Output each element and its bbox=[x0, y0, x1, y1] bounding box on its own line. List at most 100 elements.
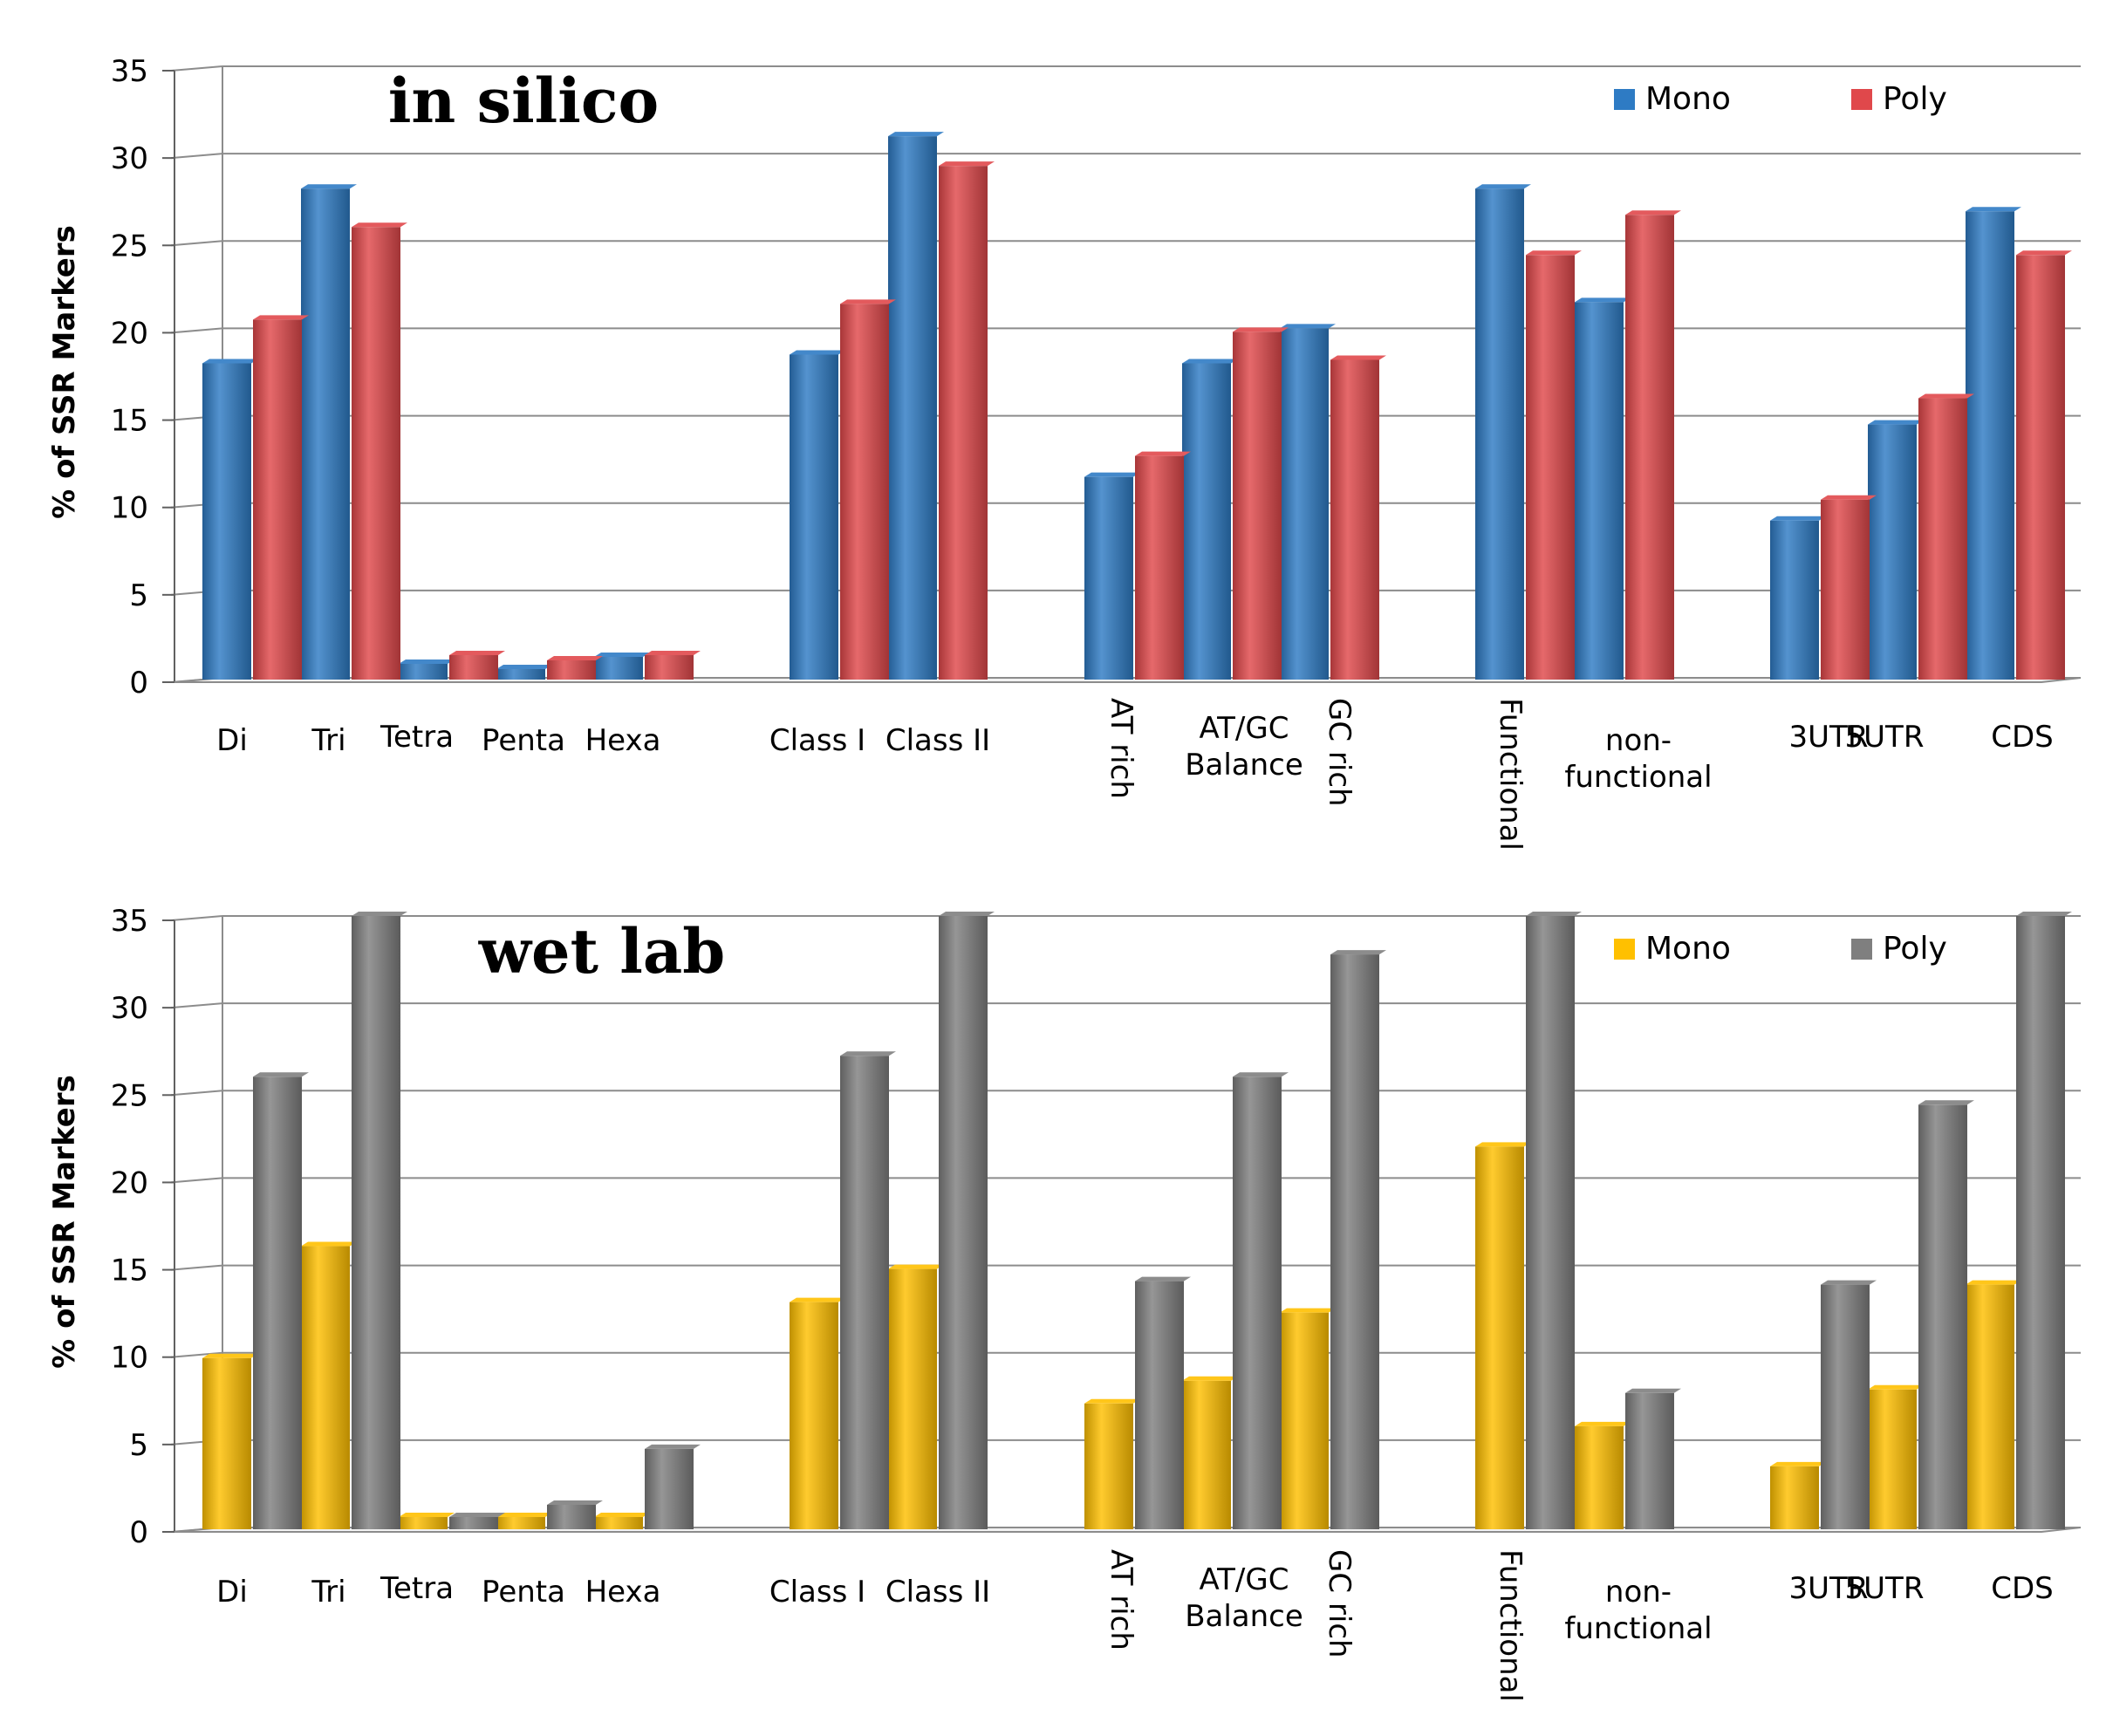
bar-mono bbox=[301, 184, 357, 680]
gridline-depth bbox=[170, 327, 223, 334]
bar-poly bbox=[449, 1512, 505, 1529]
category-label-line: non- bbox=[1605, 1575, 1672, 1610]
y-axis-label: % of SSR Markers bbox=[47, 225, 82, 519]
bar-mono bbox=[496, 664, 552, 680]
bar-face bbox=[1182, 1380, 1231, 1529]
bar-mono bbox=[1475, 184, 1531, 680]
bar-face bbox=[1821, 499, 1870, 680]
bar-face bbox=[1084, 1403, 1133, 1529]
y-tick-label: 35 bbox=[111, 904, 148, 939]
bar-face bbox=[1084, 476, 1133, 680]
category-label-line: AT/GC bbox=[1200, 1562, 1289, 1597]
gridline-depth bbox=[170, 1002, 223, 1009]
bar-face bbox=[1770, 1466, 1819, 1529]
y-axis-label: % of SSR Markers bbox=[47, 1075, 82, 1369]
bar-face bbox=[301, 1246, 350, 1529]
bar-poly bbox=[1330, 355, 1386, 680]
bar-top bbox=[1625, 1388, 1681, 1393]
bar-top bbox=[594, 1512, 650, 1517]
bar-poly bbox=[1625, 210, 1681, 680]
bar-face bbox=[496, 668, 545, 680]
bar-face bbox=[1526, 916, 1575, 1529]
category-label: Class II bbox=[885, 723, 990, 758]
bar-top bbox=[496, 664, 552, 669]
category-label: Di bbox=[216, 723, 248, 758]
bar-top bbox=[253, 1072, 309, 1077]
bar-top bbox=[939, 161, 995, 167]
bar-mono bbox=[1575, 297, 1631, 680]
bar-face bbox=[1233, 331, 1282, 680]
bar-face bbox=[1526, 255, 1575, 680]
category-label-line: AT/GC bbox=[1200, 711, 1289, 746]
bar-mono bbox=[399, 659, 455, 680]
bar-face bbox=[399, 1516, 448, 1529]
bar-mono bbox=[594, 1512, 650, 1529]
y-tick-label: 10 bbox=[111, 491, 148, 526]
bar-top bbox=[301, 184, 357, 189]
category-label-line: functional bbox=[1564, 1611, 1712, 1646]
bar-poly bbox=[449, 650, 505, 680]
bar-top bbox=[1575, 297, 1631, 303]
bar-face bbox=[352, 916, 400, 1529]
y-tick-label: 15 bbox=[111, 1254, 148, 1288]
bar-face bbox=[1475, 1146, 1524, 1529]
bar-face bbox=[594, 1516, 643, 1529]
category-label: Penta bbox=[482, 723, 565, 758]
bar-top bbox=[1084, 1398, 1140, 1404]
bar-top bbox=[1770, 516, 1826, 521]
category-label: AT rich bbox=[1104, 698, 1138, 799]
bar-mono bbox=[790, 350, 845, 680]
bar-face bbox=[645, 1448, 694, 1529]
bar-face bbox=[301, 188, 350, 680]
gridline-depth bbox=[170, 153, 223, 160]
bars bbox=[202, 912, 2072, 1529]
y-tick-label: 30 bbox=[111, 141, 148, 176]
bar-face bbox=[547, 1504, 596, 1529]
category-label: Di bbox=[216, 1575, 248, 1610]
category-label: AT rich bbox=[1104, 1549, 1138, 1651]
bar-face bbox=[202, 1357, 251, 1529]
bar-poly bbox=[352, 912, 407, 1529]
bar-mono bbox=[1280, 324, 1336, 680]
gridline-depth bbox=[170, 1351, 223, 1358]
bar-poly bbox=[939, 912, 995, 1529]
bar-poly bbox=[1821, 1280, 1877, 1529]
bar-face bbox=[1575, 302, 1624, 680]
bar-top bbox=[645, 650, 701, 655]
bar-top bbox=[352, 222, 407, 228]
y-tick-label: 5 bbox=[129, 1428, 148, 1463]
bar-top bbox=[1821, 495, 1877, 500]
bar-mono bbox=[301, 1241, 357, 1529]
bar-top bbox=[253, 315, 309, 320]
bar-top bbox=[547, 1500, 603, 1505]
bar-poly bbox=[547, 1500, 603, 1529]
bar-face bbox=[645, 654, 694, 680]
bar-mono bbox=[594, 652, 650, 680]
bar-face bbox=[496, 1516, 545, 1529]
bar-top bbox=[1918, 393, 1974, 399]
bar-top bbox=[1918, 1100, 1974, 1105]
category-label: CDS bbox=[1991, 1571, 2054, 1606]
bar-face bbox=[2016, 916, 2065, 1529]
bar-top bbox=[1135, 1276, 1191, 1281]
y-tick-label: 25 bbox=[111, 1078, 148, 1113]
bar-top bbox=[645, 1444, 701, 1449]
category-label: Tetra bbox=[379, 1571, 454, 1606]
bar-poly bbox=[1233, 1072, 1289, 1529]
legend-label: Poly bbox=[1883, 81, 1947, 117]
bar-top bbox=[1966, 207, 2021, 212]
bar-top bbox=[790, 1297, 845, 1302]
y-tick-label: 5 bbox=[129, 578, 148, 613]
bar-top bbox=[888, 1264, 944, 1269]
bar-poly bbox=[1918, 1100, 1974, 1529]
category-label: 5UTR bbox=[1845, 720, 1925, 755]
bar-top bbox=[1280, 324, 1336, 329]
bar-face bbox=[449, 654, 498, 680]
category-label: Tetra bbox=[379, 720, 454, 755]
bar-face bbox=[1868, 1389, 1917, 1529]
bar-top bbox=[1625, 210, 1681, 215]
category-label: 5UTR bbox=[1845, 1571, 1925, 1606]
bar-top bbox=[1182, 359, 1238, 364]
bar-face bbox=[1770, 520, 1819, 680]
bar-top bbox=[399, 659, 455, 664]
